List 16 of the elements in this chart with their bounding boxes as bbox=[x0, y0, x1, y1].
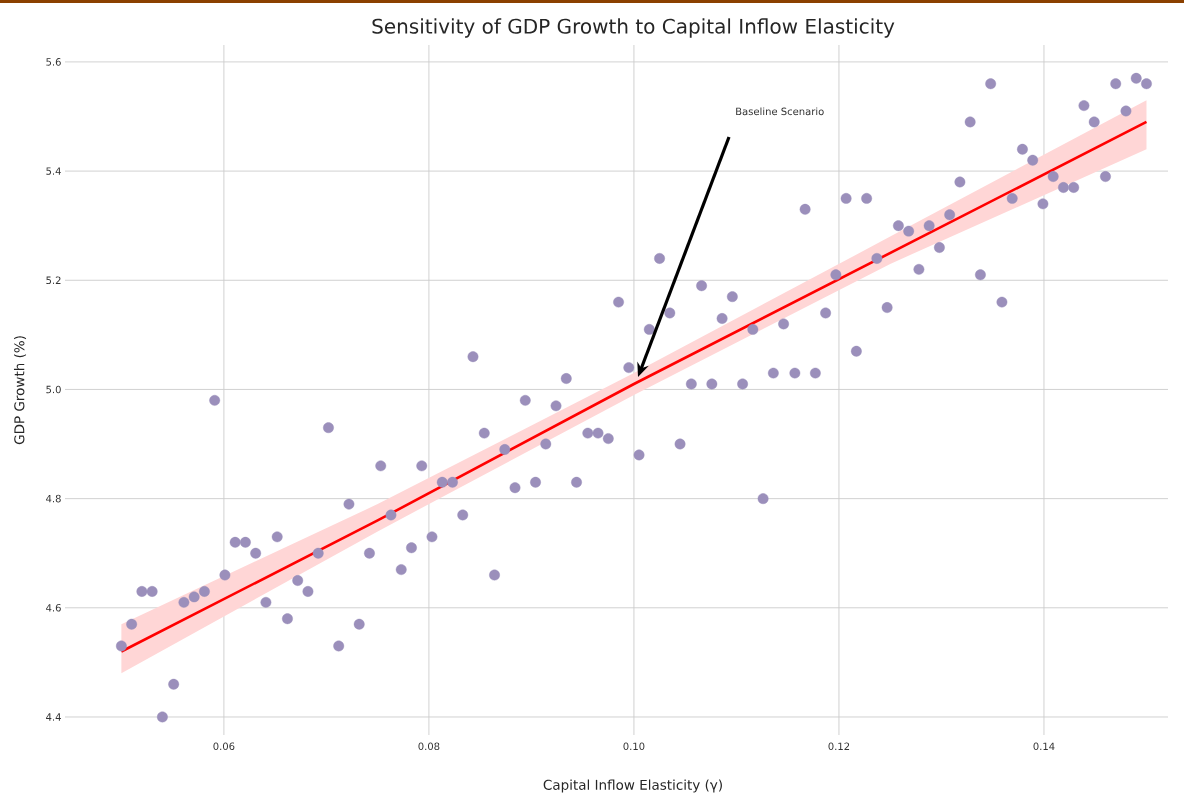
chart-title: Sensitivity of GDP Growth to Capital Inflow Elasticity bbox=[372, 18, 895, 38]
y-axis-title: GDP Growth (%) bbox=[13, 336, 27, 445]
y-tick-label: 4.6 bbox=[46, 604, 61, 612]
y-tick-label: 4.4 bbox=[46, 713, 61, 721]
y-tick-label: 5.0 bbox=[46, 385, 61, 394]
x-tick-label: 0.10 bbox=[623, 742, 645, 751]
x-tick-label: 0.06 bbox=[213, 742, 235, 751]
y-tick-label: 4.8 bbox=[46, 494, 61, 503]
x-axis-title: Capital Inflow Elasticity (γ) bbox=[543, 779, 722, 793]
y-tick-label: 5.4 bbox=[46, 167, 61, 175]
y-tick-label: 5.2 bbox=[46, 276, 61, 285]
x-tick-label: 0.12 bbox=[828, 742, 850, 751]
annotation: Baseline Scenario bbox=[736, 107, 824, 116]
y-tick-label: 5.6 bbox=[46, 58, 61, 66]
x-tick-label: 0.08 bbox=[418, 742, 440, 751]
x-tick-label: 0.14 bbox=[1033, 742, 1055, 751]
